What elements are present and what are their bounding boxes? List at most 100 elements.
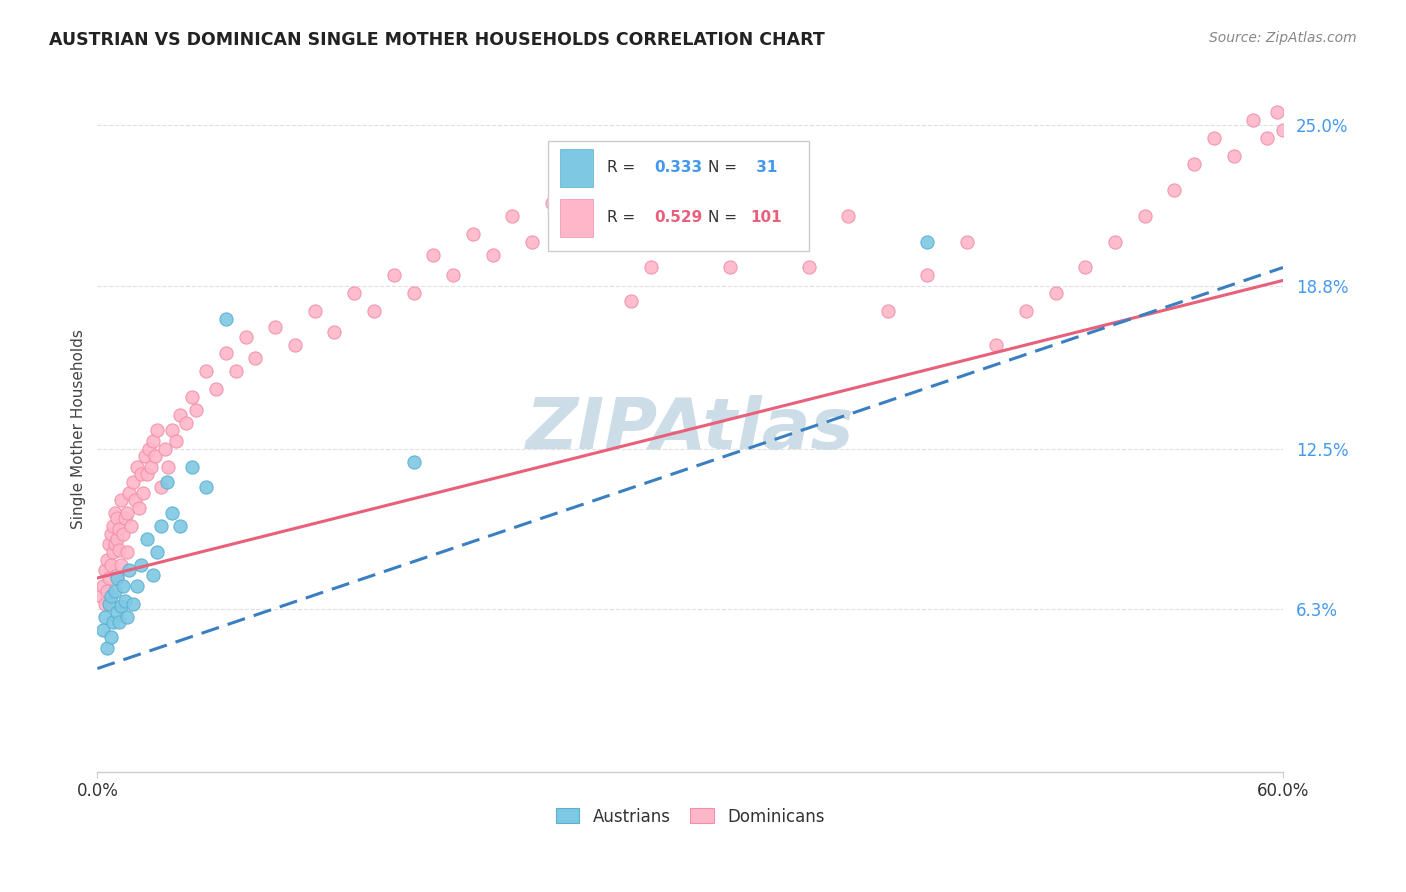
- Point: [94, 563, 117, 577]
- Point: [461, 227, 484, 241]
- Point: [105, 511, 128, 525]
- Point: [1202, 131, 1225, 145]
- Point: [155, 475, 177, 490]
- Point: [149, 519, 172, 533]
- Point: [1222, 149, 1244, 163]
- Point: [124, 493, 146, 508]
- Point: [1256, 131, 1278, 145]
- Point: [143, 450, 166, 464]
- Point: [135, 467, 157, 482]
- Text: N =: N =: [709, 211, 742, 226]
- Point: [128, 501, 150, 516]
- Point: [96, 553, 118, 567]
- Point: [600, 195, 623, 210]
- Point: [195, 480, 218, 494]
- Point: [114, 594, 136, 608]
- Point: [1104, 235, 1126, 249]
- Point: [118, 563, 141, 577]
- Point: [105, 571, 128, 585]
- Point: [134, 450, 156, 464]
- Point: [162, 424, 184, 438]
- Point: [104, 506, 127, 520]
- Text: AUSTRIAN VS DOMINICAN SINGLE MOTHER HOUSEHOLDS CORRELATION CHART: AUSTRIAN VS DOMINICAN SINGLE MOTHER HOUS…: [49, 31, 825, 49]
- FancyBboxPatch shape: [548, 141, 808, 251]
- Point: [1015, 304, 1038, 318]
- Point: [441, 268, 464, 283]
- Point: [956, 235, 979, 249]
- Point: [718, 260, 741, 275]
- Point: [917, 268, 939, 283]
- Point: [581, 175, 603, 189]
- Text: Source: ZipAtlas.com: Source: ZipAtlas.com: [1209, 31, 1357, 45]
- Point: [145, 545, 167, 559]
- Point: [91, 623, 114, 637]
- Point: [100, 558, 122, 572]
- Point: [620, 294, 643, 309]
- Point: [100, 527, 122, 541]
- Legend: Austrians, Dominicans: Austrians, Dominicans: [550, 801, 831, 832]
- Point: [142, 568, 165, 582]
- Text: ZIPAtlas: ZIPAtlas: [526, 394, 855, 464]
- FancyBboxPatch shape: [560, 199, 593, 237]
- Point: [205, 382, 228, 396]
- Text: 0.333: 0.333: [655, 160, 703, 175]
- Point: [112, 579, 135, 593]
- Point: [1182, 157, 1205, 171]
- Point: [138, 442, 160, 456]
- Point: [129, 467, 152, 482]
- Point: [98, 597, 121, 611]
- Point: [797, 260, 820, 275]
- Point: [363, 304, 385, 318]
- Text: 0.529: 0.529: [655, 211, 703, 226]
- Point: [245, 351, 267, 365]
- Point: [758, 221, 780, 235]
- Y-axis label: Single Mother Households: Single Mother Households: [72, 329, 86, 529]
- Point: [112, 527, 135, 541]
- Point: [153, 442, 176, 456]
- Point: [165, 434, 187, 448]
- Point: [96, 583, 118, 598]
- Point: [115, 506, 138, 520]
- Point: [96, 640, 118, 655]
- Point: [110, 599, 132, 614]
- Text: R =: R =: [607, 211, 640, 226]
- Point: [104, 537, 127, 551]
- Point: [101, 545, 124, 559]
- Point: [195, 364, 218, 378]
- Point: [181, 390, 204, 404]
- Point: [181, 459, 204, 474]
- FancyBboxPatch shape: [560, 149, 593, 186]
- Point: [561, 209, 583, 223]
- Point: [215, 312, 238, 326]
- Text: 101: 101: [751, 211, 782, 226]
- Point: [101, 519, 124, 533]
- Point: [382, 268, 405, 283]
- Point: [125, 459, 148, 474]
- Point: [90, 589, 112, 603]
- Point: [104, 583, 127, 598]
- Point: [1074, 260, 1097, 275]
- Point: [1265, 105, 1288, 120]
- Text: N =: N =: [709, 160, 742, 175]
- Point: [115, 609, 138, 624]
- Point: [323, 325, 346, 339]
- Point: [225, 364, 247, 378]
- Point: [105, 568, 128, 582]
- Point: [284, 338, 307, 352]
- Point: [1133, 209, 1156, 223]
- Point: [837, 209, 859, 223]
- Point: [1163, 183, 1185, 197]
- Point: [876, 304, 898, 318]
- Point: [139, 459, 162, 474]
- Point: [94, 609, 117, 624]
- Point: [122, 475, 145, 490]
- Point: [91, 579, 114, 593]
- Point: [917, 235, 939, 249]
- Text: 31: 31: [751, 160, 778, 175]
- Point: [402, 454, 425, 468]
- Point: [215, 346, 238, 360]
- Point: [105, 532, 128, 546]
- Point: [100, 631, 122, 645]
- Point: [402, 286, 425, 301]
- Point: [118, 485, 141, 500]
